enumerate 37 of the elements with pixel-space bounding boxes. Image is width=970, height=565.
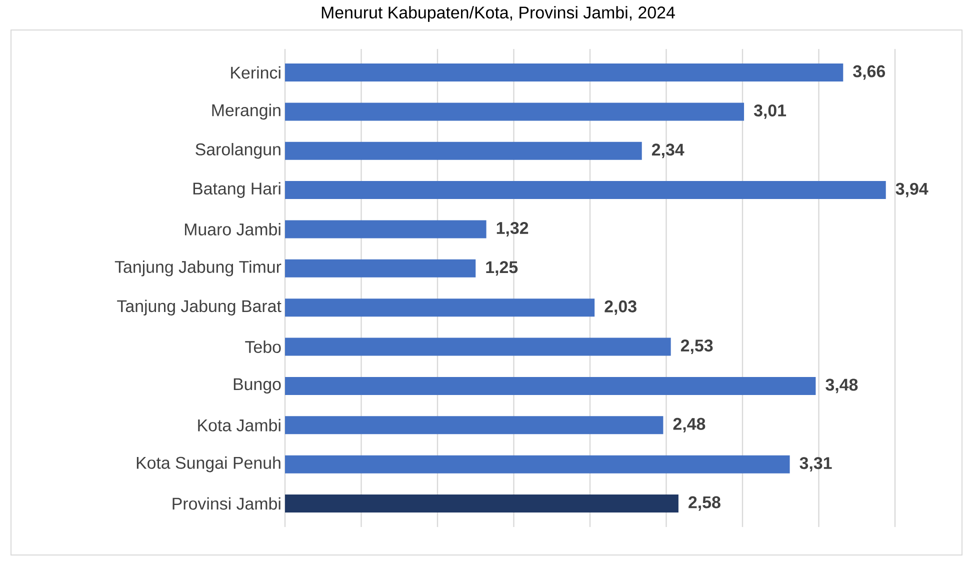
data-label: 2,53 <box>680 340 713 354</box>
y-tick-label: Tanjung Jabung Timur <box>114 260 282 276</box>
bar <box>285 102 744 121</box>
data-label: 2,03 <box>604 300 636 315</box>
y-tick-label: Tebo <box>245 340 281 353</box>
data-label: 2,58 <box>688 496 720 511</box>
bar <box>285 64 844 82</box>
data-label: 3,48 <box>826 378 858 394</box>
y-tick-label: Batang Hari <box>193 182 280 198</box>
y-tick-label: Sarolangun <box>196 142 280 159</box>
data-label: 3,01 <box>754 104 786 119</box>
y-tick-label: Kota Jambi <box>198 418 280 432</box>
data-label: 2,48 <box>673 418 706 432</box>
bar <box>285 142 642 160</box>
data-label: 1,32 <box>496 222 528 236</box>
y-tick-label: Tanjung Jabung Barat <box>117 300 282 316</box>
chart-title: Menurut Kabupaten/Kota, Provinsi Jambi, 2024 <box>322 6 675 22</box>
bar <box>285 181 886 200</box>
bar <box>285 259 476 278</box>
data-label: 3,31 <box>800 457 832 472</box>
bar <box>285 338 671 356</box>
bar <box>285 494 678 512</box>
y-tick-label: Provinsi Jambi <box>172 497 280 510</box>
y-tick-label: Muaro Jambi <box>184 223 280 236</box>
y-tick-label: Merangin <box>212 104 280 120</box>
y-tick-label: Kerinci <box>231 66 280 79</box>
data-label: 3,94 <box>896 182 928 198</box>
data-label: 2,34 <box>652 144 684 158</box>
y-tick-label: Kota Sungai Penuh <box>136 456 280 472</box>
bar <box>285 220 486 238</box>
bar <box>285 376 816 395</box>
bar <box>285 298 595 317</box>
data-label: 3,66 <box>853 65 886 80</box>
y-tick-label: Bungo <box>234 378 281 394</box>
bar <box>285 416 664 434</box>
bar <box>285 455 790 474</box>
data-label: 1,25 <box>486 261 518 276</box>
